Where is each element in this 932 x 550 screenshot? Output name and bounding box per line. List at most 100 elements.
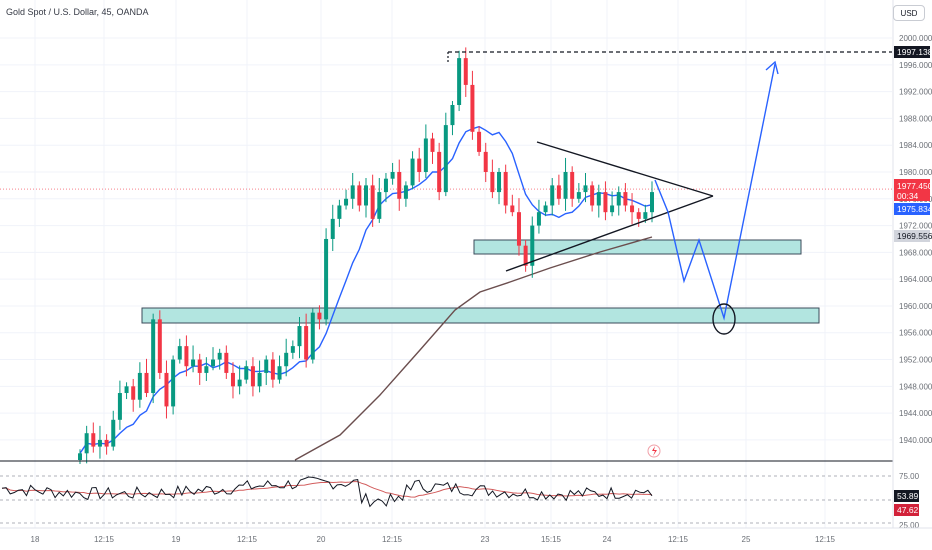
candle-body	[497, 171, 502, 193]
projection-path[interactable]	[654, 63, 776, 321]
candle-body	[550, 185, 555, 206]
candle-body	[437, 151, 442, 193]
candle-body	[590, 185, 595, 206]
candle-body	[257, 372, 262, 387]
candle-body	[397, 171, 402, 199]
candle-body	[510, 205, 515, 213]
time-tick-label: 12:15	[815, 535, 836, 544]
svg-text:47.62: 47.62	[897, 505, 919, 515]
candlestick-series	[78, 47, 654, 465]
candle-body	[324, 238, 329, 320]
currency-button[interactable]: USD	[893, 5, 925, 21]
candle-body	[177, 346, 182, 360]
rsi-lower-level-label: 25.00	[899, 521, 920, 530]
time-tick-label: 15:15	[541, 535, 562, 544]
candle-body	[390, 171, 395, 179]
rsi-level-label: 75.00	[899, 472, 920, 481]
candle-body	[224, 352, 229, 373]
time-tick-label: 18	[31, 535, 40, 544]
candle-body	[84, 433, 89, 454]
time-tick-label: 19	[172, 535, 181, 544]
candle-body	[543, 205, 548, 213]
candle-body	[144, 372, 149, 394]
price-tick-label: 1964.000	[899, 275, 932, 284]
candle-body	[490, 171, 495, 193]
ma-fast-tag: 1975.834	[894, 203, 932, 215]
price-tick-label: 1996.000	[899, 61, 932, 70]
candle-body	[151, 319, 156, 394]
ma-fast-line	[79, 125, 653, 454]
candle-body	[270, 359, 275, 380]
price-tick-label: 1980.000	[899, 168, 932, 177]
candle-body	[250, 366, 255, 387]
price-tick-label: 1952.000	[899, 356, 932, 365]
candle-body	[643, 212, 648, 219]
candle-body	[463, 58, 468, 85]
candle-body	[636, 212, 641, 219]
svg-text:1969.556: 1969.556	[897, 231, 932, 241]
svg-text:53.89: 53.89	[897, 491, 919, 501]
candle-body	[457, 58, 462, 106]
time-tick-label: 23	[481, 535, 490, 544]
candle-body	[423, 138, 428, 172]
candle-body	[383, 178, 388, 193]
candle-body	[410, 158, 415, 186]
candle-body	[583, 185, 588, 193]
support-zone-upper[interactable]	[473, 239, 802, 255]
ma-slow-line	[294, 236, 653, 461]
ma-slow-tag: 1969.556	[894, 230, 932, 242]
rsi-line	[1, 476, 653, 508]
candle-body	[556, 185, 561, 199]
candle-body	[124, 386, 129, 394]
target-circle[interactable]	[712, 303, 736, 335]
candle-body	[104, 439, 109, 447]
candle-body	[277, 366, 282, 380]
candle-body	[477, 131, 482, 152]
candle-body	[630, 205, 635, 213]
current-price-tag: 1977.450 00:34	[894, 179, 932, 201]
candle-body	[204, 366, 209, 373]
rsi-ma-value-tag: 47.62	[894, 504, 919, 516]
time-tick-label: 12:15	[94, 535, 115, 544]
candle-body	[523, 245, 528, 266]
candle-body	[450, 105, 455, 126]
price-axis[interactable]: 2000.000 1996.000 1992.000 1988.000 1984.000…	[899, 34, 932, 445]
candle-body	[157, 319, 162, 373]
candle-body	[536, 212, 541, 226]
time-tick-label: 12:15	[382, 535, 403, 544]
chart-title: Gold Spot / U.S. Dollar, 45, OANDA	[6, 7, 149, 17]
candle-body	[171, 359, 176, 407]
candle-body	[264, 359, 269, 373]
projection-arrowhead	[765, 60, 779, 75]
time-tick-label: 20	[317, 535, 326, 544]
time-axis[interactable]: 18 12:15 19 12:15 20 12:15 23 15:15 24 12:15 25 12:…	[31, 535, 836, 544]
time-tick-label: 12:15	[668, 535, 689, 544]
svg-text:1975.834: 1975.834	[897, 204, 932, 214]
candle-body	[370, 185, 375, 219]
candle-body	[191, 359, 196, 367]
price-tick-label: 1988.000	[899, 114, 932, 123]
candle-body	[304, 326, 309, 360]
candle-body	[131, 386, 136, 400]
candle-body	[443, 125, 448, 193]
candle-body	[344, 198, 349, 206]
candle-body	[530, 225, 535, 266]
candle-body	[211, 359, 216, 367]
candle-body	[310, 312, 315, 360]
svg-text:00:34: 00:34	[897, 191, 919, 201]
triangle-pattern[interactable]	[505, 141, 714, 272]
price-tick-label: 1948.000	[899, 382, 932, 391]
candle-body	[244, 366, 249, 380]
price-tick-label: 1972.000	[899, 222, 932, 231]
svg-text:1997.138: 1997.138	[897, 47, 932, 57]
candle-body	[230, 372, 235, 387]
price-tick-label: 1940.000	[899, 436, 932, 445]
svg-text:1977.450: 1977.450	[897, 181, 932, 191]
candle-body	[377, 192, 382, 219]
support-zone-lower[interactable]	[141, 307, 820, 324]
candle-body	[483, 151, 488, 172]
price-tick-label: 1956.000	[899, 329, 932, 338]
candle-body	[357, 185, 362, 206]
price-tick-label: 1960.000	[899, 302, 932, 311]
